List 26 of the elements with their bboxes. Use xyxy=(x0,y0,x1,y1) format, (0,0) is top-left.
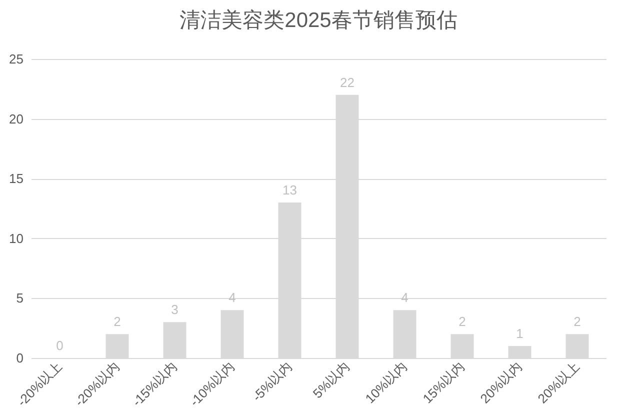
bar xyxy=(393,310,416,358)
bar xyxy=(450,334,474,358)
bar xyxy=(106,334,129,358)
data-label: 4 xyxy=(401,290,408,306)
data-label: 3 xyxy=(171,302,178,318)
y-tick-label: 20 xyxy=(9,111,24,126)
data-label: 22 xyxy=(340,74,354,90)
y-tick-label: 0 xyxy=(16,350,24,366)
x-tick-label: 5%以内 xyxy=(310,358,352,402)
y-tick-label: 5 xyxy=(16,290,24,306)
data-label: 13 xyxy=(282,182,297,198)
x-tick-label: -5%以内 xyxy=(249,358,295,404)
data-label: 0 xyxy=(56,338,64,353)
y-tick-label: 10 xyxy=(9,230,24,246)
bar xyxy=(220,310,244,358)
data-label: 1 xyxy=(516,326,524,342)
data-label: 2 xyxy=(114,314,121,330)
bar xyxy=(163,322,186,358)
bar xyxy=(508,346,532,358)
data-label: 2 xyxy=(574,314,581,330)
data-label: 2 xyxy=(458,314,466,330)
bar xyxy=(566,334,589,358)
chart-title: 清洁美容类2025春节销售预估 xyxy=(180,9,458,32)
y-tick-label: 15 xyxy=(9,171,24,186)
y-tick-label: 25 xyxy=(9,52,24,66)
data-label: 4 xyxy=(228,290,236,306)
